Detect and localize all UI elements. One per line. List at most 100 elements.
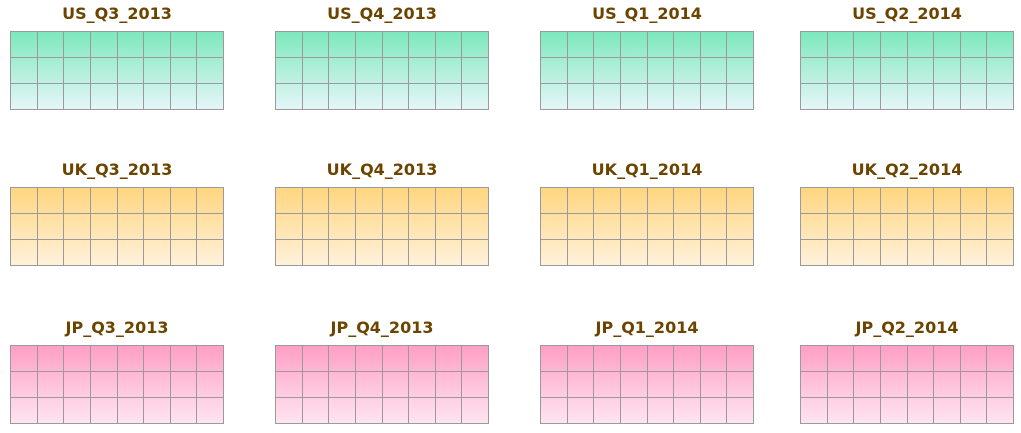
grid-cell: [594, 346, 621, 372]
grid-cell: [409, 84, 436, 110]
grid-cell: [117, 188, 145, 214]
grid-cell: [355, 240, 383, 266]
grid-cell: [854, 58, 881, 84]
grid-cell: [144, 346, 171, 372]
grid-cell: [674, 188, 701, 214]
grid-cell: [462, 32, 489, 58]
grid-cell: [674, 372, 701, 398]
grid-cell: [382, 214, 410, 240]
grid-cell: [647, 214, 675, 240]
grid-cell: [594, 372, 621, 398]
grid-cell: [801, 188, 828, 214]
grid-cell: [197, 214, 224, 240]
grid-cell: [801, 32, 828, 58]
grid-cell: [854, 188, 881, 214]
grid-cell: [801, 214, 828, 240]
grid-cell: [144, 32, 171, 58]
grid-cell: [117, 346, 145, 372]
grid-cell: [382, 84, 410, 110]
grid-cell: [827, 32, 855, 58]
grid-cell: [144, 240, 171, 266]
grid-cell: [987, 188, 1014, 214]
grid-cell: [827, 188, 855, 214]
grid-cell: [854, 84, 881, 110]
grid-cell: [117, 240, 145, 266]
grid-cell: [355, 58, 383, 84]
grid-cell: [647, 84, 675, 110]
grid-cell: [567, 84, 595, 110]
grid-cell: [620, 58, 648, 84]
grid-cell: [674, 32, 701, 58]
grid-cell: [90, 188, 118, 214]
grid-cell: [37, 58, 65, 84]
grid-cell: [197, 398, 224, 424]
grid-cell: [647, 188, 675, 214]
grid-cell: [907, 240, 935, 266]
grid-cell: [907, 32, 935, 58]
grid-cell: [276, 398, 303, 424]
grid-cell: [462, 346, 489, 372]
grid-cell: [727, 372, 754, 398]
grid-cell: [880, 240, 908, 266]
grid-cell: [620, 214, 648, 240]
panel: UK_Q2_2014: [800, 158, 1014, 266]
panel: UK_Q1_2014: [540, 158, 754, 266]
grid-cell: [960, 240, 988, 266]
grid-cell: [302, 84, 330, 110]
grid-cell: [801, 372, 828, 398]
grid-cell: [462, 398, 489, 424]
grid-cell: [37, 240, 65, 266]
grid-cell: [567, 32, 595, 58]
grid-cell: [541, 346, 568, 372]
grid-cell: [907, 188, 935, 214]
grid-cell: [934, 214, 961, 240]
panel: US_Q2_2014: [800, 2, 1014, 110]
grid-cell: [90, 32, 118, 58]
grid-cell: [594, 398, 621, 424]
grid-cell: [355, 214, 383, 240]
grid-cell: [197, 58, 224, 84]
grid-cell: [409, 372, 436, 398]
grid-cell: [11, 398, 38, 424]
grid-cell: [827, 84, 855, 110]
grid-cell: [960, 398, 988, 424]
grid-cell: [620, 32, 648, 58]
grid-cell: [541, 398, 568, 424]
grid-cell: [541, 214, 568, 240]
grid-cell: [276, 214, 303, 240]
grid-cell: [11, 372, 38, 398]
grid-cell: [117, 372, 145, 398]
grid-cell: [11, 188, 38, 214]
cell-grid: [10, 345, 224, 424]
grid-cell: [64, 84, 91, 110]
grid-cell: [827, 398, 855, 424]
grid-cell: [567, 372, 595, 398]
grid-cell: [907, 84, 935, 110]
grid-cell: [541, 84, 568, 110]
grid-cell: [594, 58, 621, 84]
grid-cell: [907, 372, 935, 398]
grid-cell: [700, 372, 728, 398]
cell-grid: [800, 187, 1014, 266]
grid-cell: [302, 214, 330, 240]
panel: UK_Q3_2013: [10, 158, 224, 266]
grid-cell: [827, 372, 855, 398]
grid-cell: [90, 84, 118, 110]
panel-title: US_Q4_2013: [327, 4, 437, 23]
grid-cell: [987, 240, 1014, 266]
grid-cell: [727, 240, 754, 266]
grid-cell: [620, 398, 648, 424]
grid-cell: [727, 32, 754, 58]
grid-cell: [170, 188, 198, 214]
grid-cell: [987, 398, 1014, 424]
grid-cell: [700, 240, 728, 266]
grid-cell: [117, 32, 145, 58]
grid-cell: [647, 346, 675, 372]
grid-cell: [90, 58, 118, 84]
grid-cell: [382, 240, 410, 266]
grid-cell: [37, 214, 65, 240]
grid-cell: [329, 214, 356, 240]
grid-cell: [934, 84, 961, 110]
grid-cell: [11, 214, 38, 240]
